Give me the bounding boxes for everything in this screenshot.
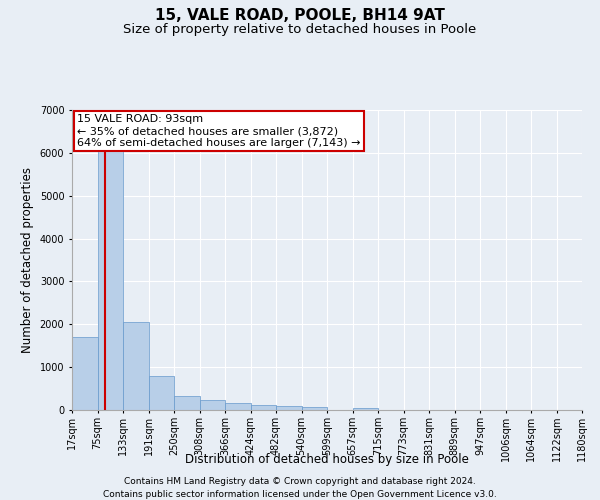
- Bar: [72, 337, 97, 410]
- Bar: [276, 406, 302, 410]
- Bar: [225, 403, 251, 410]
- Text: 15, VALE ROAD, POOLE, BH14 9AT: 15, VALE ROAD, POOLE, BH14 9AT: [155, 8, 445, 22]
- Text: Contains public sector information licensed under the Open Government Licence v3: Contains public sector information licen…: [103, 490, 497, 499]
- Bar: [149, 376, 174, 410]
- Text: Contains HM Land Registry data © Crown copyright and database right 2024.: Contains HM Land Registry data © Crown c…: [124, 478, 476, 486]
- Bar: [174, 396, 199, 410]
- Bar: [123, 322, 149, 410]
- Text: 15 VALE ROAD: 93sqm
← 35% of detached houses are smaller (3,872)
64% of semi-det: 15 VALE ROAD: 93sqm ← 35% of detached ho…: [77, 114, 361, 148]
- Bar: [97, 148, 123, 410]
- Bar: [199, 400, 225, 410]
- Bar: [251, 406, 276, 410]
- Bar: [302, 408, 327, 410]
- Bar: [353, 408, 378, 410]
- Y-axis label: Number of detached properties: Number of detached properties: [21, 167, 34, 353]
- Text: Distribution of detached houses by size in Poole: Distribution of detached houses by size …: [185, 452, 469, 466]
- Text: Size of property relative to detached houses in Poole: Size of property relative to detached ho…: [124, 22, 476, 36]
